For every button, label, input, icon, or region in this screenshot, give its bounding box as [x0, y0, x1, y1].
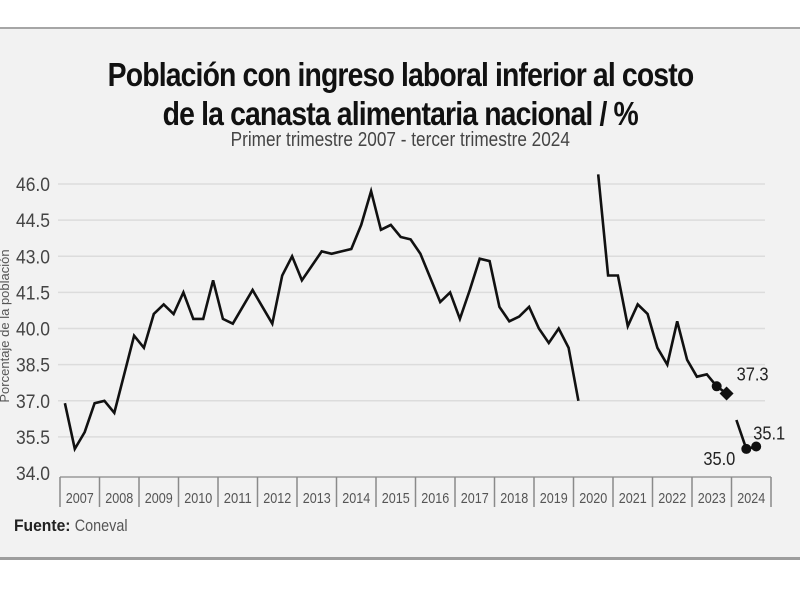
y-tick-label: 44.5	[16, 211, 50, 232]
dot-marker	[711, 381, 722, 392]
x-tick-label: 2015	[382, 490, 410, 507]
gridlines	[58, 183, 765, 438]
chart-subtitle: Primer trimestre 2007 - tercer trimestre…	[0, 128, 800, 152]
x-tick-label: 2016	[421, 490, 449, 507]
dot-marker	[751, 441, 762, 452]
y-tick-label: 34.0	[16, 464, 50, 485]
y-tick-label: 35.5	[16, 428, 50, 449]
y-tick-label: 43.0	[16, 247, 50, 268]
x-tick-label: 2007	[66, 490, 94, 507]
x-tick-label: 2024	[737, 490, 765, 507]
chart-title-text-1: Población con ingreso laboral inferior a…	[107, 56, 693, 93]
chart-title-text-2: de la canasta alimentaria nacional / %	[162, 95, 638, 132]
x-tick-label: 2019	[540, 490, 568, 507]
chart-panel	[0, 27, 800, 560]
x-tick-label: 2009	[145, 490, 173, 507]
x-tick-label: 2023	[698, 490, 726, 507]
chart-title-line-1: Población con ingreso laboral inferior a…	[0, 55, 800, 95]
x-tick-label: 2018	[500, 490, 528, 507]
series-line	[63, 186, 580, 453]
data-label: 35.1	[753, 424, 785, 444]
x-tick-label: 2021	[619, 490, 647, 507]
chart-title-line-2: de la canasta alimentaria nacional / %	[0, 94, 800, 134]
x-tick-label: 2022	[658, 490, 686, 507]
chart-subtitle-text: Primer trimestre 2007 - tercer trimestre…	[230, 129, 570, 151]
series-line	[596, 174, 728, 395]
y-tick-label: 37.0	[16, 392, 50, 413]
y-tick-label: 41.5	[16, 283, 50, 304]
x-tick-label: 2010	[184, 490, 212, 507]
x-tick-label: 2020	[579, 490, 607, 507]
x-tick-label: 2017	[461, 490, 489, 507]
diamond-marker	[719, 386, 734, 401]
y-tick-label: 40.0	[16, 320, 50, 341]
source-label: Fuente:	[14, 516, 71, 535]
y-tick-labels: 46.0 44.5 43.0 41.5 40.0 38.5 37.0 35.5 34.0	[16, 175, 50, 485]
annotations: 37.3 35.0 35.1	[703, 365, 785, 469]
x-tick-label: 2011	[224, 490, 252, 507]
data-label: 37.3	[737, 365, 769, 385]
x-tick-label: 2012	[263, 490, 291, 507]
x-tick-label: 2014	[342, 490, 370, 507]
y-axis-label: Porcentaje de la población	[0, 249, 12, 402]
x-tick-label: 2008	[105, 490, 133, 507]
y-tick-label: 46.0	[16, 175, 50, 196]
dot-marker	[741, 443, 752, 454]
x-axis: 2007 2008 2009 2010 2011 2012 2013 2014 2015 2016…	[59, 476, 772, 507]
x-tick-label: 2013	[303, 490, 331, 507]
data-label: 35.0	[703, 449, 735, 469]
source-note: Fuente: Coneval	[14, 516, 143, 536]
series-lines	[63, 174, 757, 453]
series-markers	[711, 381, 762, 454]
y-tick-label: 38.5	[16, 356, 50, 377]
source-value: Coneval	[74, 516, 128, 535]
